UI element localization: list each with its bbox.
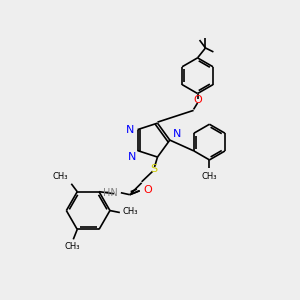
Text: N: N bbox=[126, 124, 135, 135]
Text: O: O bbox=[193, 95, 202, 106]
Text: O: O bbox=[144, 185, 152, 195]
Text: S: S bbox=[150, 164, 157, 174]
Text: CH₃: CH₃ bbox=[123, 207, 138, 216]
Text: CH₃: CH₃ bbox=[53, 172, 68, 181]
Text: N: N bbox=[173, 129, 181, 139]
Text: HN: HN bbox=[103, 188, 118, 198]
Text: CH₃: CH₃ bbox=[202, 172, 217, 181]
Text: CH₃: CH₃ bbox=[64, 242, 80, 251]
Text: N: N bbox=[128, 152, 136, 162]
